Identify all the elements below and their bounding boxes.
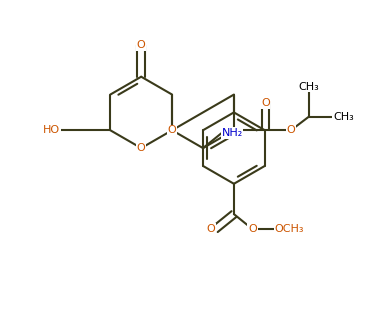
Text: O: O [206,224,215,234]
Text: HO: HO [43,125,60,135]
Text: NH₂: NH₂ [221,128,243,138]
Text: O: O [137,143,146,153]
Text: OCH₃: OCH₃ [274,224,304,234]
Text: CH₃: CH₃ [298,82,319,92]
Text: O: O [137,40,146,50]
Text: O: O [248,224,257,234]
Text: CH₃: CH₃ [333,112,354,122]
Text: O: O [168,125,176,135]
Text: O: O [261,99,270,108]
Text: O: O [287,125,295,135]
